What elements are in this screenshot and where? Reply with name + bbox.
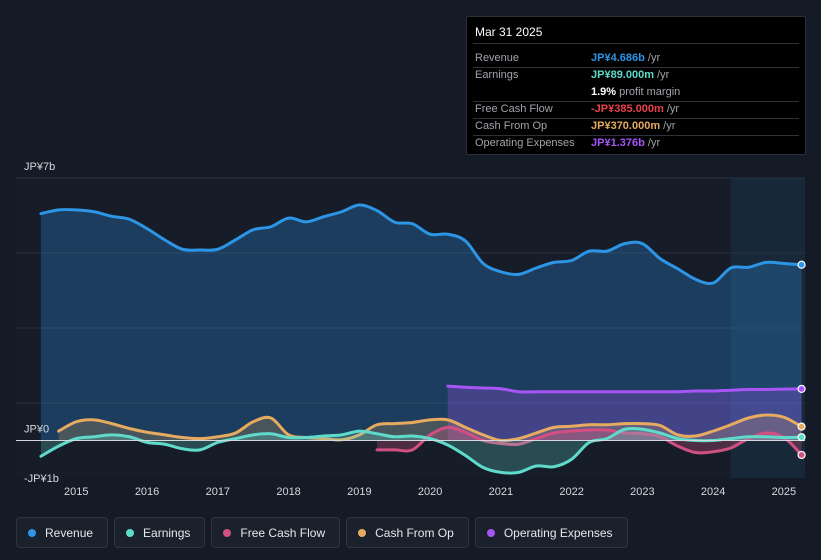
x-tick-label: 2019 xyxy=(347,486,371,498)
legend-dot-icon xyxy=(358,528,367,537)
tooltip-divider xyxy=(473,135,799,136)
x-tick-label: 2020 xyxy=(418,486,442,498)
earnings-line xyxy=(39,426,804,475)
tooltip-value: JP¥370.000m /yr xyxy=(591,120,676,132)
legend-label: Revenue xyxy=(45,525,94,540)
chart-legend: Revenue Earnings Free Cash Flow Cash Fro… xyxy=(16,517,628,548)
tooltip-divider xyxy=(473,67,799,68)
legend-item-revenue[interactable]: Revenue xyxy=(16,517,109,548)
financial-chart: JP¥7b JP¥0 -JP¥1b 2015 2016 2017 2018 2019 2020… xyxy=(16,161,806,498)
tooltip-row-revenue: Revenue JP¥4.686b /yr xyxy=(475,50,799,67)
revenue-area xyxy=(40,204,802,441)
fcf-area xyxy=(377,427,802,455)
y-tick-label: JP¥7b xyxy=(24,161,55,173)
tooltip-label: Operating Expenses xyxy=(475,137,575,149)
cfo-end-point xyxy=(797,422,806,431)
tooltip-value: -JP¥385.000m /yr xyxy=(591,103,680,115)
x-tick-label: 2024 xyxy=(701,486,725,498)
y-axis-labels: JP¥7b JP¥0 -JP¥1b xyxy=(24,161,59,485)
legend-dot-icon xyxy=(28,528,36,537)
earnings-end-point xyxy=(797,433,806,442)
tooltip-divider xyxy=(473,43,799,44)
revenue-end-point xyxy=(797,260,806,269)
x-tick-label: 2017 xyxy=(206,486,230,498)
legend-item-earnings[interactable]: Earnings xyxy=(114,517,206,548)
legend-dot-icon xyxy=(223,528,232,537)
tooltip-value: 1.9% profit margin xyxy=(591,86,681,98)
tooltip-row-earnings: Earnings JP¥89.000m /yr xyxy=(475,67,799,84)
opex-area xyxy=(447,386,802,441)
revenue-line xyxy=(39,203,804,286)
x-tick-label: 2018 xyxy=(276,486,300,498)
tooltip-divider xyxy=(473,118,799,119)
series-layer xyxy=(39,203,804,475)
opex-end-point xyxy=(797,384,806,393)
x-tick-label: 2025 xyxy=(772,486,796,498)
x-tick-label: 2021 xyxy=(489,486,513,498)
x-axis-labels: 2015 2016 2017 2018 2019 2020 2021 2022 2023 2024… xyxy=(64,486,796,498)
gridlines xyxy=(16,177,805,404)
y-tick-label: -JP¥1b xyxy=(24,473,59,485)
legend-dot-icon xyxy=(486,528,495,537)
tooltip-value: JP¥89.000m /yr xyxy=(591,69,670,81)
x-tick-label: 2022 xyxy=(559,486,583,498)
end-markers xyxy=(797,260,806,460)
y-tick-label: JP¥0 xyxy=(24,424,49,436)
tooltip-row-opex: Operating Expenses JP¥1.376b /yr xyxy=(475,135,799,152)
tooltip-label: Revenue xyxy=(475,52,520,64)
tooltip-row-profit-margin: 1.9% profit margin xyxy=(475,84,799,101)
tooltip-label: Earnings xyxy=(475,69,519,81)
legend-label: Operating Expenses xyxy=(503,525,613,540)
fcf-line xyxy=(375,425,804,457)
tooltip-row-cfo: Cash From Op JP¥370.000m /yr xyxy=(475,118,799,135)
legend-dot-icon xyxy=(126,528,135,537)
legend-label: Earnings xyxy=(143,525,191,540)
cfo-line xyxy=(57,413,804,443)
x-tick-label: 2015 xyxy=(64,486,88,498)
tooltip-date: Mar 31 2025 xyxy=(475,25,543,39)
tooltip-row-fcf: Free Cash Flow -JP¥385.000m /yr xyxy=(475,101,799,118)
legend-item-free-cash-flow[interactable]: Free Cash Flow xyxy=(211,517,341,548)
tooltip-divider xyxy=(473,101,799,102)
legend-item-cash-from-op[interactable]: Cash From Op xyxy=(346,517,469,548)
x-tick-label: 2023 xyxy=(630,486,654,498)
fcf-end-point xyxy=(797,450,806,460)
tooltip-label: Cash From Op xyxy=(475,120,548,132)
tooltip-value: JP¥1.376b /yr xyxy=(591,137,661,149)
opex-line xyxy=(446,384,804,394)
legend-label: Cash From Op xyxy=(375,525,454,540)
legend-item-operating-expenses[interactable]: Operating Expenses xyxy=(474,517,628,548)
tooltip-label: Free Cash Flow xyxy=(475,103,553,115)
tooltip-value: JP¥4.686b /yr xyxy=(591,52,661,64)
data-tooltip: Mar 31 2025 Revenue JP¥4.686b /yr Earnin… xyxy=(466,16,806,155)
x-tick-label: 2016 xyxy=(135,486,159,498)
legend-label: Free Cash Flow xyxy=(240,525,326,540)
